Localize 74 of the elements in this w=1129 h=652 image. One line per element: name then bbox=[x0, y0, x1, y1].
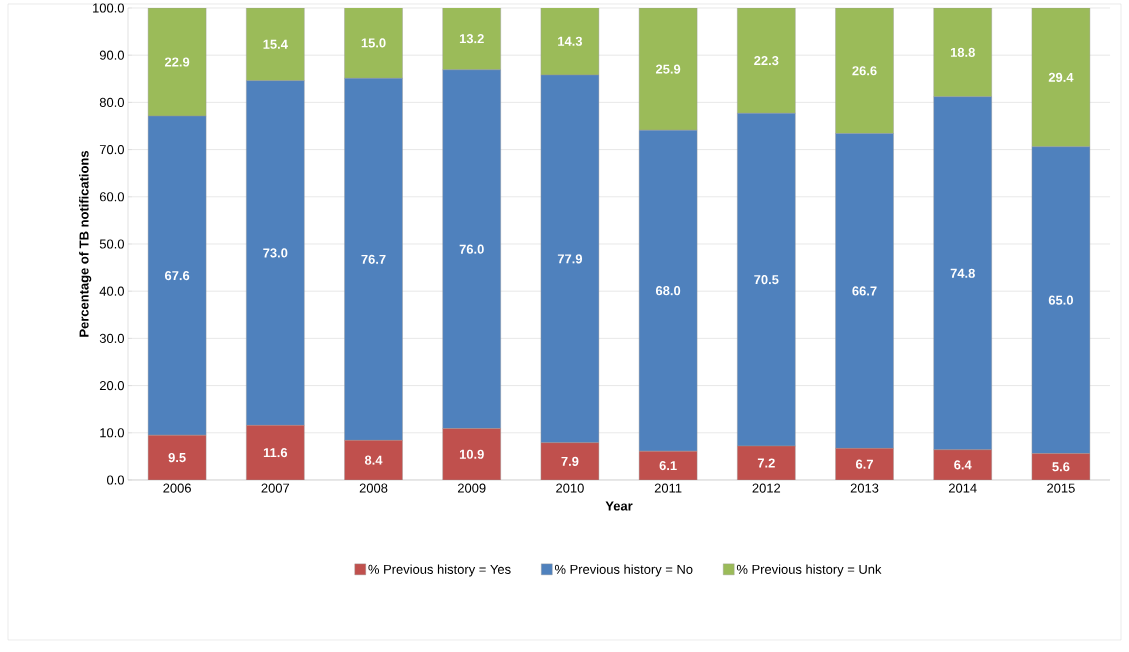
data-label: 66.7 bbox=[852, 286, 877, 296]
x-tick-label: 2007 bbox=[261, 483, 290, 493]
legend-label: % Previous history = Yes bbox=[368, 564, 511, 577]
y-axis-title: Percentage of TB notifications bbox=[79, 150, 92, 337]
data-label: 25.9 bbox=[655, 64, 681, 74]
data-label: 8.4 bbox=[364, 455, 383, 465]
data-label: 67.6 bbox=[164, 271, 190, 281]
data-label: 15.4 bbox=[263, 39, 288, 49]
data-label: 29.4 bbox=[1048, 72, 1074, 82]
bar bbox=[344, 440, 403, 480]
data-label: 5.6 bbox=[1052, 462, 1070, 472]
bar bbox=[1031, 7, 1091, 147]
data-label: 68.0 bbox=[655, 286, 681, 296]
y-tick-label: 100.0 bbox=[93, 3, 124, 13]
y-tick-label: 10.0 bbox=[100, 428, 124, 438]
bar bbox=[835, 7, 894, 134]
bar bbox=[442, 428, 501, 480]
x-tick-label: 2013 bbox=[850, 483, 879, 493]
data-label: 70.5 bbox=[754, 275, 779, 285]
bar bbox=[147, 434, 207, 480]
y-tick-label: 30.0 bbox=[99, 333, 124, 343]
data-label: 7.9 bbox=[561, 456, 579, 466]
bar bbox=[638, 7, 698, 131]
bar bbox=[246, 425, 305, 480]
bar bbox=[147, 7, 207, 117]
y-tick-label: 20.0 bbox=[99, 381, 124, 391]
data-label: 13.2 bbox=[459, 34, 484, 44]
x-tick-label: 2012 bbox=[752, 483, 781, 493]
bar bbox=[933, 7, 992, 97]
y-tick-label: 0.0 bbox=[106, 475, 124, 485]
data-label: 26.6 bbox=[852, 66, 877, 76]
data-label: 65.0 bbox=[1048, 295, 1073, 305]
data-label: 6.7 bbox=[855, 459, 873, 469]
bar bbox=[933, 449, 992, 480]
x-tick-label: 2014 bbox=[948, 483, 977, 493]
y-tick-label: 70.0 bbox=[99, 145, 124, 155]
data-label: 10.9 bbox=[459, 449, 484, 459]
data-label: 6.4 bbox=[954, 460, 972, 470]
bar bbox=[540, 7, 600, 76]
data-label: 76.0 bbox=[459, 244, 484, 254]
x-tick-label: 2008 bbox=[359, 483, 388, 493]
data-label: 77.9 bbox=[557, 254, 583, 264]
x-tick-label: 2009 bbox=[457, 483, 486, 493]
x-tick-label: 2015 bbox=[1047, 483, 1075, 493]
x-tick-label: 2006 bbox=[163, 483, 191, 493]
x-tick-label: 2010 bbox=[556, 483, 584, 493]
bar bbox=[737, 7, 796, 114]
data-label: 22.9 bbox=[164, 57, 190, 67]
legend-label: % Previous history = Unk bbox=[736, 564, 882, 577]
data-label: 22.3 bbox=[754, 56, 779, 66]
data-label: 14.3 bbox=[558, 36, 583, 46]
y-tick-label: 50.0 bbox=[99, 239, 124, 249]
x-tick-label: 2011 bbox=[654, 483, 682, 493]
x-axis-title: Year bbox=[605, 501, 633, 511]
y-tick-label: 80.0 bbox=[99, 97, 124, 107]
data-label: 7.2 bbox=[757, 458, 775, 468]
data-label: 9.5 bbox=[168, 452, 186, 463]
data-label: 76.7 bbox=[361, 254, 386, 264]
y-tick-label: 40.0 bbox=[99, 286, 124, 296]
y-tick-label: 90.0 bbox=[99, 50, 124, 60]
bar bbox=[835, 448, 894, 480]
data-label: 15.0 bbox=[361, 38, 386, 48]
bar bbox=[246, 7, 305, 81]
data-label: 74.8 bbox=[950, 268, 975, 278]
bar bbox=[344, 7, 403, 79]
y-tick-label: 60.0 bbox=[99, 192, 124, 202]
data-label: 11.6 bbox=[263, 448, 288, 458]
data-label: 73.0 bbox=[263, 248, 288, 258]
data-label: 18.8 bbox=[950, 47, 975, 57]
bar bbox=[442, 7, 501, 71]
bar bbox=[737, 445, 796, 480]
bar bbox=[540, 442, 600, 480]
data-label: 6.1 bbox=[659, 461, 677, 471]
legend-label: % Previous history = No bbox=[554, 564, 693, 577]
